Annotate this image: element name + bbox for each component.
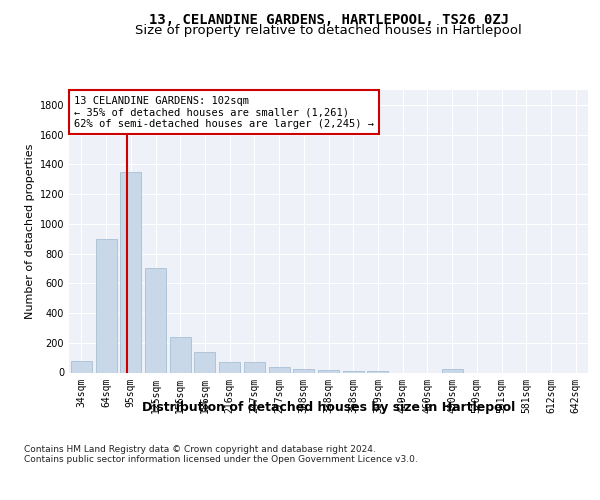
Bar [293, 369, 314, 372]
Bar [170, 337, 191, 372]
Text: 13, CELANDINE GARDENS, HARTLEPOOL, TS26 0ZJ: 13, CELANDINE GARDENS, HARTLEPOOL, TS26 … [149, 12, 509, 26]
Bar [269, 367, 290, 372]
Bar [343, 371, 364, 372]
Text: Size of property relative to detached houses in Hartlepool: Size of property relative to detached ho… [136, 24, 522, 37]
Bar [318, 370, 339, 372]
Bar [120, 172, 141, 372]
Bar [71, 362, 92, 372]
Bar [219, 362, 240, 372]
Bar [442, 369, 463, 372]
Y-axis label: Number of detached properties: Number of detached properties [25, 144, 35, 319]
Bar [194, 352, 215, 372]
Bar [145, 268, 166, 372]
Bar [367, 371, 388, 372]
Bar [95, 238, 116, 372]
Text: Contains HM Land Registry data © Crown copyright and database right 2024.
Contai: Contains HM Land Registry data © Crown c… [24, 445, 418, 464]
Bar [244, 362, 265, 372]
Text: Distribution of detached houses by size in Hartlepool: Distribution of detached houses by size … [142, 401, 515, 414]
Text: 13 CELANDINE GARDENS: 102sqm
← 35% of detached houses are smaller (1,261)
62% of: 13 CELANDINE GARDENS: 102sqm ← 35% of de… [74, 96, 374, 129]
